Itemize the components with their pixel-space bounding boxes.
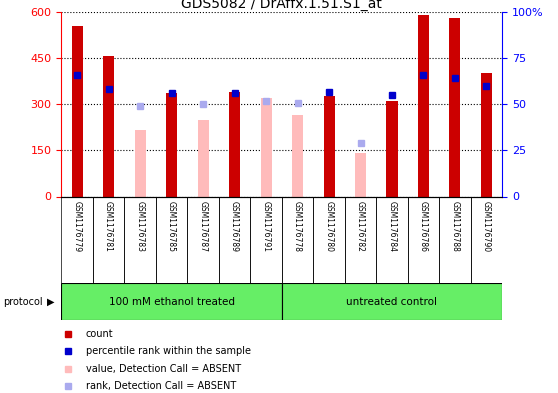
Text: GSM1176789: GSM1176789 (230, 201, 239, 252)
Bar (355, 153, 366, 196)
Text: rank, Detection Call = ABSENT: rank, Detection Call = ABSENT (85, 381, 236, 391)
Bar (471, 196, 502, 283)
Text: ▶: ▶ (47, 297, 55, 307)
Bar (439, 196, 471, 283)
Text: GSM1176778: GSM1176778 (293, 201, 302, 252)
Text: GSM1176791: GSM1176791 (262, 201, 271, 252)
Text: GSM1176786: GSM1176786 (419, 201, 428, 252)
Text: GSM1176787: GSM1176787 (199, 201, 208, 252)
Bar (61, 283, 282, 320)
Bar (282, 283, 502, 320)
Text: value, Detection Call = ABSENT: value, Detection Call = ABSENT (85, 364, 240, 373)
Bar (345, 196, 376, 283)
Bar (408, 196, 439, 283)
Text: GSM1176783: GSM1176783 (136, 201, 145, 252)
Text: GSM1176781: GSM1176781 (104, 201, 113, 252)
Text: GSM1176782: GSM1176782 (356, 201, 365, 252)
Text: GSM1176784: GSM1176784 (387, 201, 397, 252)
Text: 100 mM ethanol treated: 100 mM ethanol treated (109, 297, 234, 307)
Bar (134, 130, 146, 196)
Bar (292, 115, 303, 196)
Bar (418, 15, 429, 196)
Bar (198, 119, 209, 196)
Text: GSM1176785: GSM1176785 (167, 201, 176, 252)
Bar (282, 196, 313, 283)
Bar (261, 98, 272, 196)
Bar (103, 57, 114, 196)
Bar (481, 73, 492, 196)
Bar (251, 196, 282, 283)
Text: count: count (85, 329, 113, 338)
Bar (61, 196, 93, 283)
Bar (187, 196, 219, 283)
Title: GDS5082 / DrAffx.1.51.S1_at: GDS5082 / DrAffx.1.51.S1_at (181, 0, 382, 11)
Bar (449, 18, 460, 196)
Text: percentile rank within the sample: percentile rank within the sample (85, 346, 251, 356)
Bar (71, 26, 83, 196)
Text: untreated control: untreated control (347, 297, 437, 307)
Bar (166, 94, 177, 196)
Bar (124, 196, 156, 283)
Text: GSM1176780: GSM1176780 (325, 201, 334, 252)
Bar (219, 196, 251, 283)
Text: protocol: protocol (3, 297, 42, 307)
Bar (229, 92, 240, 196)
Text: GSM1176788: GSM1176788 (450, 201, 459, 252)
Bar (313, 196, 345, 283)
Text: GSM1176779: GSM1176779 (73, 201, 81, 252)
Bar (387, 101, 397, 196)
Bar (324, 96, 335, 196)
Bar (376, 196, 408, 283)
Bar (156, 196, 187, 283)
Text: GSM1176790: GSM1176790 (482, 201, 491, 252)
Bar (93, 196, 124, 283)
